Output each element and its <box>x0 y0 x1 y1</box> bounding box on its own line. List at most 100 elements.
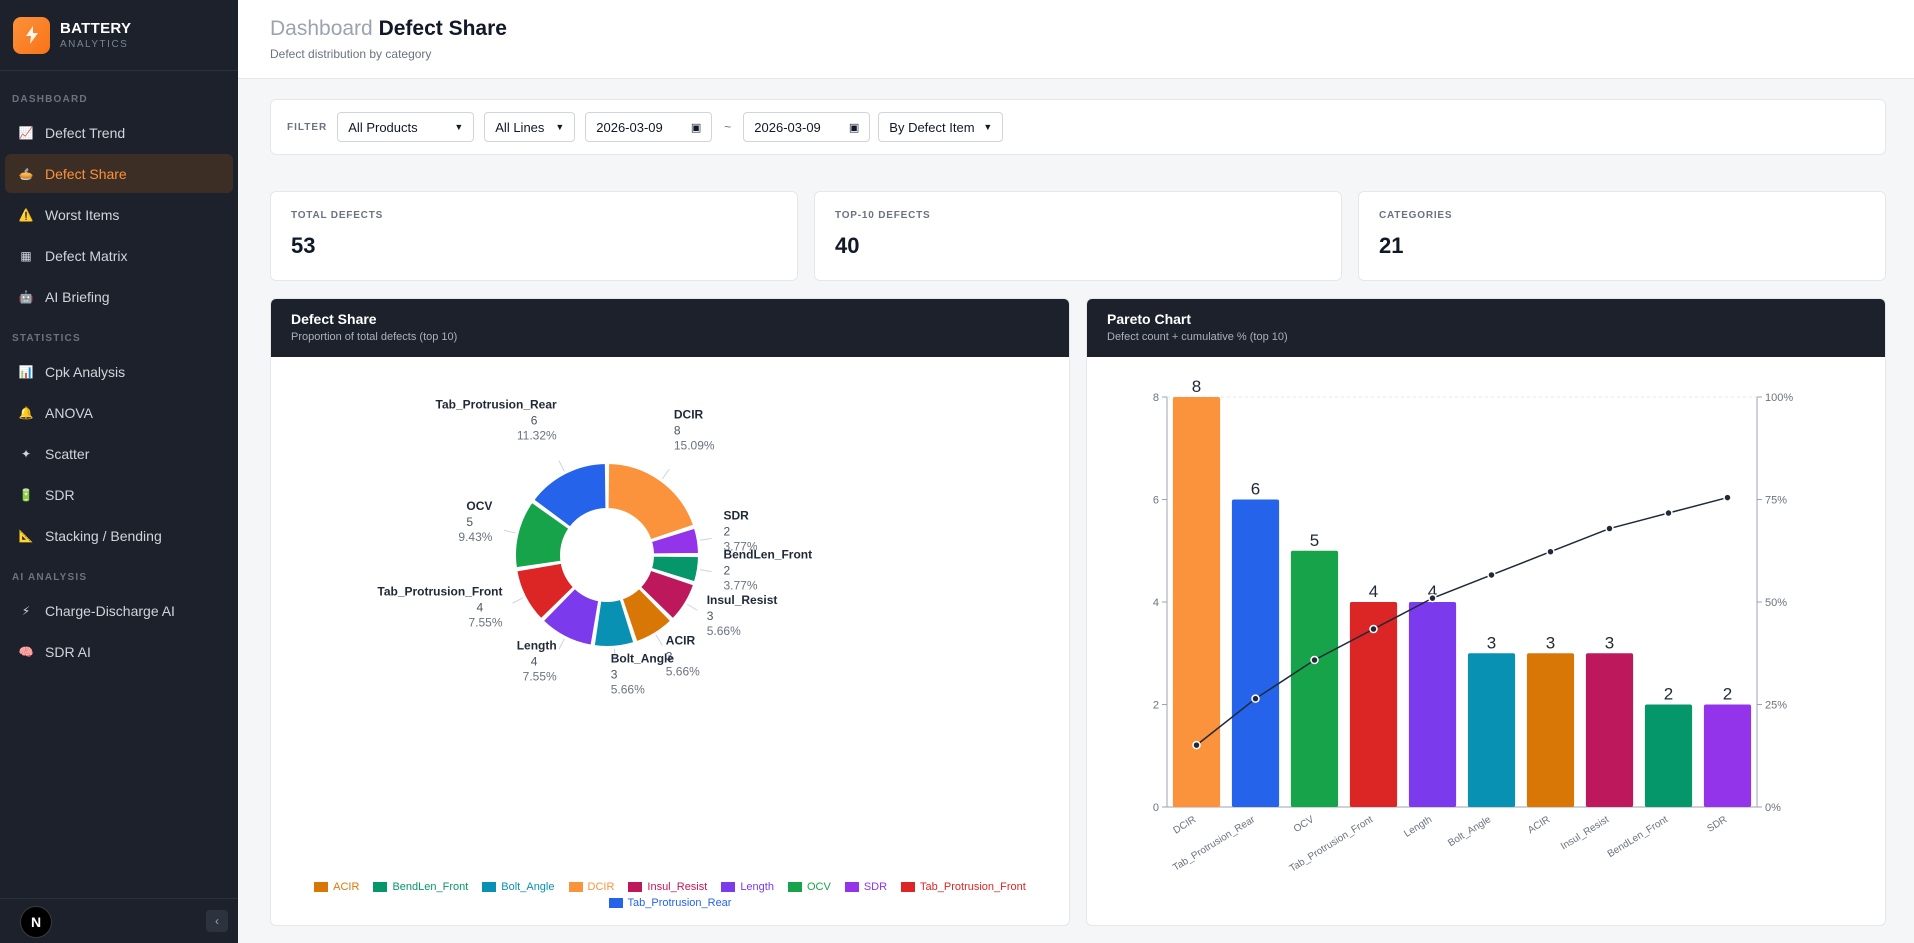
sidebar-item-worst-items[interactable]: ⚠️ Worst Items <box>5 195 233 234</box>
date-to-input[interactable]: 2026-03-09 ▣ <box>743 112 871 142</box>
legend-item[interactable]: Insul_Resist <box>628 881 707 893</box>
sidebar: BATTERY ANALYTICS DASHBOARD 📈 Defect Trend… <box>0 0 238 943</box>
cumulative-point[interactable] <box>1605 524 1614 533</box>
sidebar-item-defect-trend[interactable]: 📈 Defect Trend <box>5 113 233 152</box>
donut-label-pct: 11.32% <box>517 429 557 443</box>
legend-item[interactable]: ACIR <box>314 881 359 893</box>
donut-slice-length[interactable] <box>541 586 601 647</box>
legend-item[interactable]: BendLen_Front <box>373 881 468 893</box>
sidebar-item-defect-matrix[interactable]: ▦ Defect Matrix <box>5 236 233 275</box>
sidebar-item-label: Defect Matrix <box>45 247 128 264</box>
panel-title: Pareto Chart <box>1107 311 1192 327</box>
donut-slice-insul-resist[interactable] <box>638 568 696 621</box>
legend-item[interactable]: SDR <box>844 881 888 893</box>
cpk-analysis-icon: 📊 <box>18 364 34 379</box>
donut-slice-tab-protrusion-rear[interactable] <box>531 461 608 529</box>
donut-leader-line <box>613 648 616 661</box>
date-from-value: 2026-03-09 <box>596 119 663 135</box>
legend-item[interactable]: DCIR <box>568 881 614 893</box>
group-by-select[interactable]: By Defect Item ▼ <box>878 112 1004 142</box>
sidebar-item-defect-share[interactable]: 🥧 Defect Share <box>5 154 233 193</box>
bar-tab-protrusion-front[interactable] <box>1349 602 1398 807</box>
line-select[interactable]: All Lines ▼ <box>484 112 576 142</box>
bar-dcir[interactable] <box>1172 397 1221 807</box>
legend-item[interactable]: Length <box>721 881 774 893</box>
kpi-total-defects: TOTAL DEFECTS 53 <box>270 191 798 281</box>
sidebar-item-cpk-analysis[interactable]: 📊 Cpk Analysis <box>5 352 233 391</box>
y-tick-label: 2 <box>1153 700 1159 712</box>
bar-acir[interactable] <box>1526 653 1575 807</box>
donut-slice-bolt-angle[interactable] <box>592 597 636 648</box>
filter-label: FILTER <box>287 121 328 133</box>
bar-value-label: 5 <box>1310 531 1319 550</box>
cumulative-point[interactable] <box>1723 493 1732 502</box>
sidebar-nav: DASHBOARD 📈 Defect Trend 🥧 Defect Share ⚠️ Wor… <box>0 71 238 671</box>
legend-item[interactable]: OCV <box>787 881 831 893</box>
donut-label-name: Bolt_Angle <box>611 652 675 666</box>
brand[interactable]: BATTERY ANALYTICS <box>0 0 238 71</box>
sidebar-item-anova[interactable]: 🔔 ANOVA <box>5 393 233 432</box>
legend-label: Insul_Resist <box>647 881 708 893</box>
sidebar-item-sdr[interactable]: 🔋 SDR <box>5 475 233 514</box>
cumulative-line <box>1196 496 1728 746</box>
defect-share-icon: 🥧 <box>18 166 34 181</box>
bar-sdr[interactable] <box>1703 704 1752 808</box>
sidebar-item-stacking-bending[interactable]: 📐 Stacking / Bending <box>5 516 233 555</box>
chevron-down-icon: ▼ <box>454 122 464 132</box>
collapse-sidebar-button[interactable]: ‹ <box>206 910 228 932</box>
bar-insul-resist[interactable] <box>1585 653 1634 807</box>
y2-tick-label: 75% <box>1765 495 1787 507</box>
donut-slice-sdr[interactable] <box>649 526 701 556</box>
cumulative-point[interactable] <box>1192 740 1201 750</box>
legend-item[interactable]: Tab_Protrusion_Rear <box>608 897 731 909</box>
legend-swatch <box>482 882 497 892</box>
bar-tab-protrusion-rear[interactable] <box>1231 499 1280 808</box>
scatter-icon: ✦ <box>20 446 32 461</box>
cumulative-point[interactable] <box>1428 593 1437 603</box>
legend-item[interactable]: Tab_Protrusion_Front <box>901 881 1026 893</box>
donut-label-pct: 7.55% <box>468 615 502 629</box>
sidebar-item-scatter[interactable]: ✦ Scatter <box>5 434 233 473</box>
sidebar-item-charge-discharge-ai[interactable]: ⚡ Charge-Discharge AI <box>5 591 233 630</box>
kpi-value: 53 <box>291 233 316 258</box>
cumulative-point[interactable] <box>1310 655 1319 665</box>
avatar[interactable]: N <box>20 906 52 938</box>
cumulative-point[interactable] <box>1546 547 1555 556</box>
sidebar-item-label: Worst Items <box>45 206 120 223</box>
y-tick-label: 8 <box>1153 392 1159 404</box>
cumulative-point[interactable] <box>1664 508 1673 518</box>
breadcrumb[interactable]: Dashboard <box>270 17 373 40</box>
donut-leader-line <box>558 460 565 472</box>
panel-title: Defect Share <box>291 311 377 327</box>
cumulative-point[interactable] <box>1251 694 1260 703</box>
nav-section-title: AI ANALYSIS <box>12 572 88 583</box>
donut-slice-dcir[interactable] <box>606 461 696 542</box>
donut-slice-bendlen-front[interactable] <box>649 554 701 584</box>
bar-bendlen-front[interactable] <box>1644 704 1693 808</box>
legend-label: ACIR <box>333 881 360 893</box>
kpi-label: TOP-10 DEFECTS <box>835 210 931 221</box>
donut-leader-line <box>699 569 712 573</box>
x-tick-label: BendLen_Front <box>1606 814 1670 860</box>
legend-label: SDR <box>863 881 888 893</box>
donut-leader-line <box>661 468 670 480</box>
kpi-top10-defects: TOP-10 DEFECTS 40 <box>814 191 1342 281</box>
chevron-down-icon: ▼ <box>983 122 993 132</box>
cumulative-point[interactable] <box>1487 570 1496 580</box>
bar-bolt-angle[interactable] <box>1467 653 1516 807</box>
donut-slice-acir[interactable] <box>620 586 673 644</box>
product-select[interactable]: All Products ▼ <box>337 112 475 142</box>
bar-length[interactable] <box>1408 602 1457 807</box>
legend-label: Length <box>740 881 774 893</box>
donut-slice-ocv[interactable] <box>514 500 571 570</box>
donut-slice-tab-protrusion-front[interactable] <box>515 561 576 621</box>
cumulative-point[interactable] <box>1369 624 1378 634</box>
donut-label-pct: 5.66% <box>707 624 741 638</box>
calendar-icon[interactable]: ▣ <box>848 121 860 134</box>
date-from-input[interactable]: 2026-03-09 ▣ <box>585 112 713 142</box>
sidebar-item-sdr-ai[interactable]: 🧠 SDR AI <box>5 632 233 671</box>
legend-item[interactable]: Bolt_Angle <box>482 881 555 893</box>
sidebar-item-ai-briefing[interactable]: 🤖 AI Briefing <box>5 277 233 316</box>
calendar-icon[interactable]: ▣ <box>690 121 702 134</box>
bar-ocv[interactable] <box>1290 550 1339 807</box>
